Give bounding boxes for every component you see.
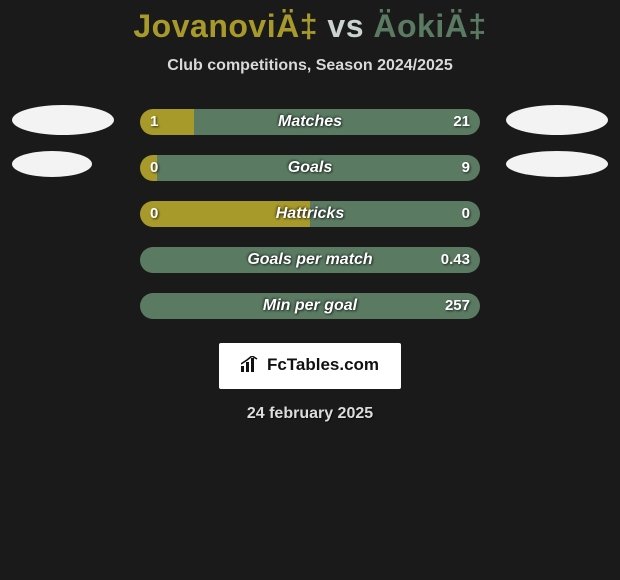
stat-row: Matches121 [0,99,620,145]
stat-bar-left [140,109,194,135]
team-badge-right [506,151,608,177]
stat-rows: Matches121Goals09Hattricks00Goals per ma… [0,99,620,329]
stat-bar [140,293,480,319]
stat-bar [140,247,480,273]
stat-bar [140,109,480,135]
team-badge-left [12,151,92,177]
team-badge-left [12,105,114,135]
stat-row: Goals per match0.43 [0,237,620,283]
team-badge-right [506,105,608,135]
stat-bar-right [157,155,480,181]
attribution-text: FcTables.com [267,355,379,374]
date-label: 24 february 2025 [0,405,620,423]
stat-bar-left [140,155,157,181]
stat-bar-right [140,293,480,319]
attribution-box[interactable]: FcTables.com [219,343,401,389]
page-title: JovanoviÄ‡ vs ÄokiÄ‡ [0,8,620,45]
stat-bar [140,155,480,181]
stat-row: Min per goal257 [0,283,620,329]
player-right-name: ÄokiÄ‡ [373,8,486,44]
stat-bar-right [310,201,480,227]
bars-icon [241,356,261,377]
stat-row: Goals09 [0,145,620,191]
stat-bar-right [140,247,480,273]
stat-row: Hattricks00 [0,191,620,237]
stat-bar-left [140,201,310,227]
subtitle: Club competitions, Season 2024/2025 [0,57,620,75]
vs-label: vs [327,8,364,44]
stat-bar-right [194,109,480,135]
stat-bar [140,201,480,227]
comparison-card: JovanoviÄ‡ vs ÄokiÄ‡ Club competitions, … [0,0,620,423]
player-left-name: JovanoviÄ‡ [133,8,318,44]
footer: FcTables.com 24 february 2025 [0,343,620,423]
